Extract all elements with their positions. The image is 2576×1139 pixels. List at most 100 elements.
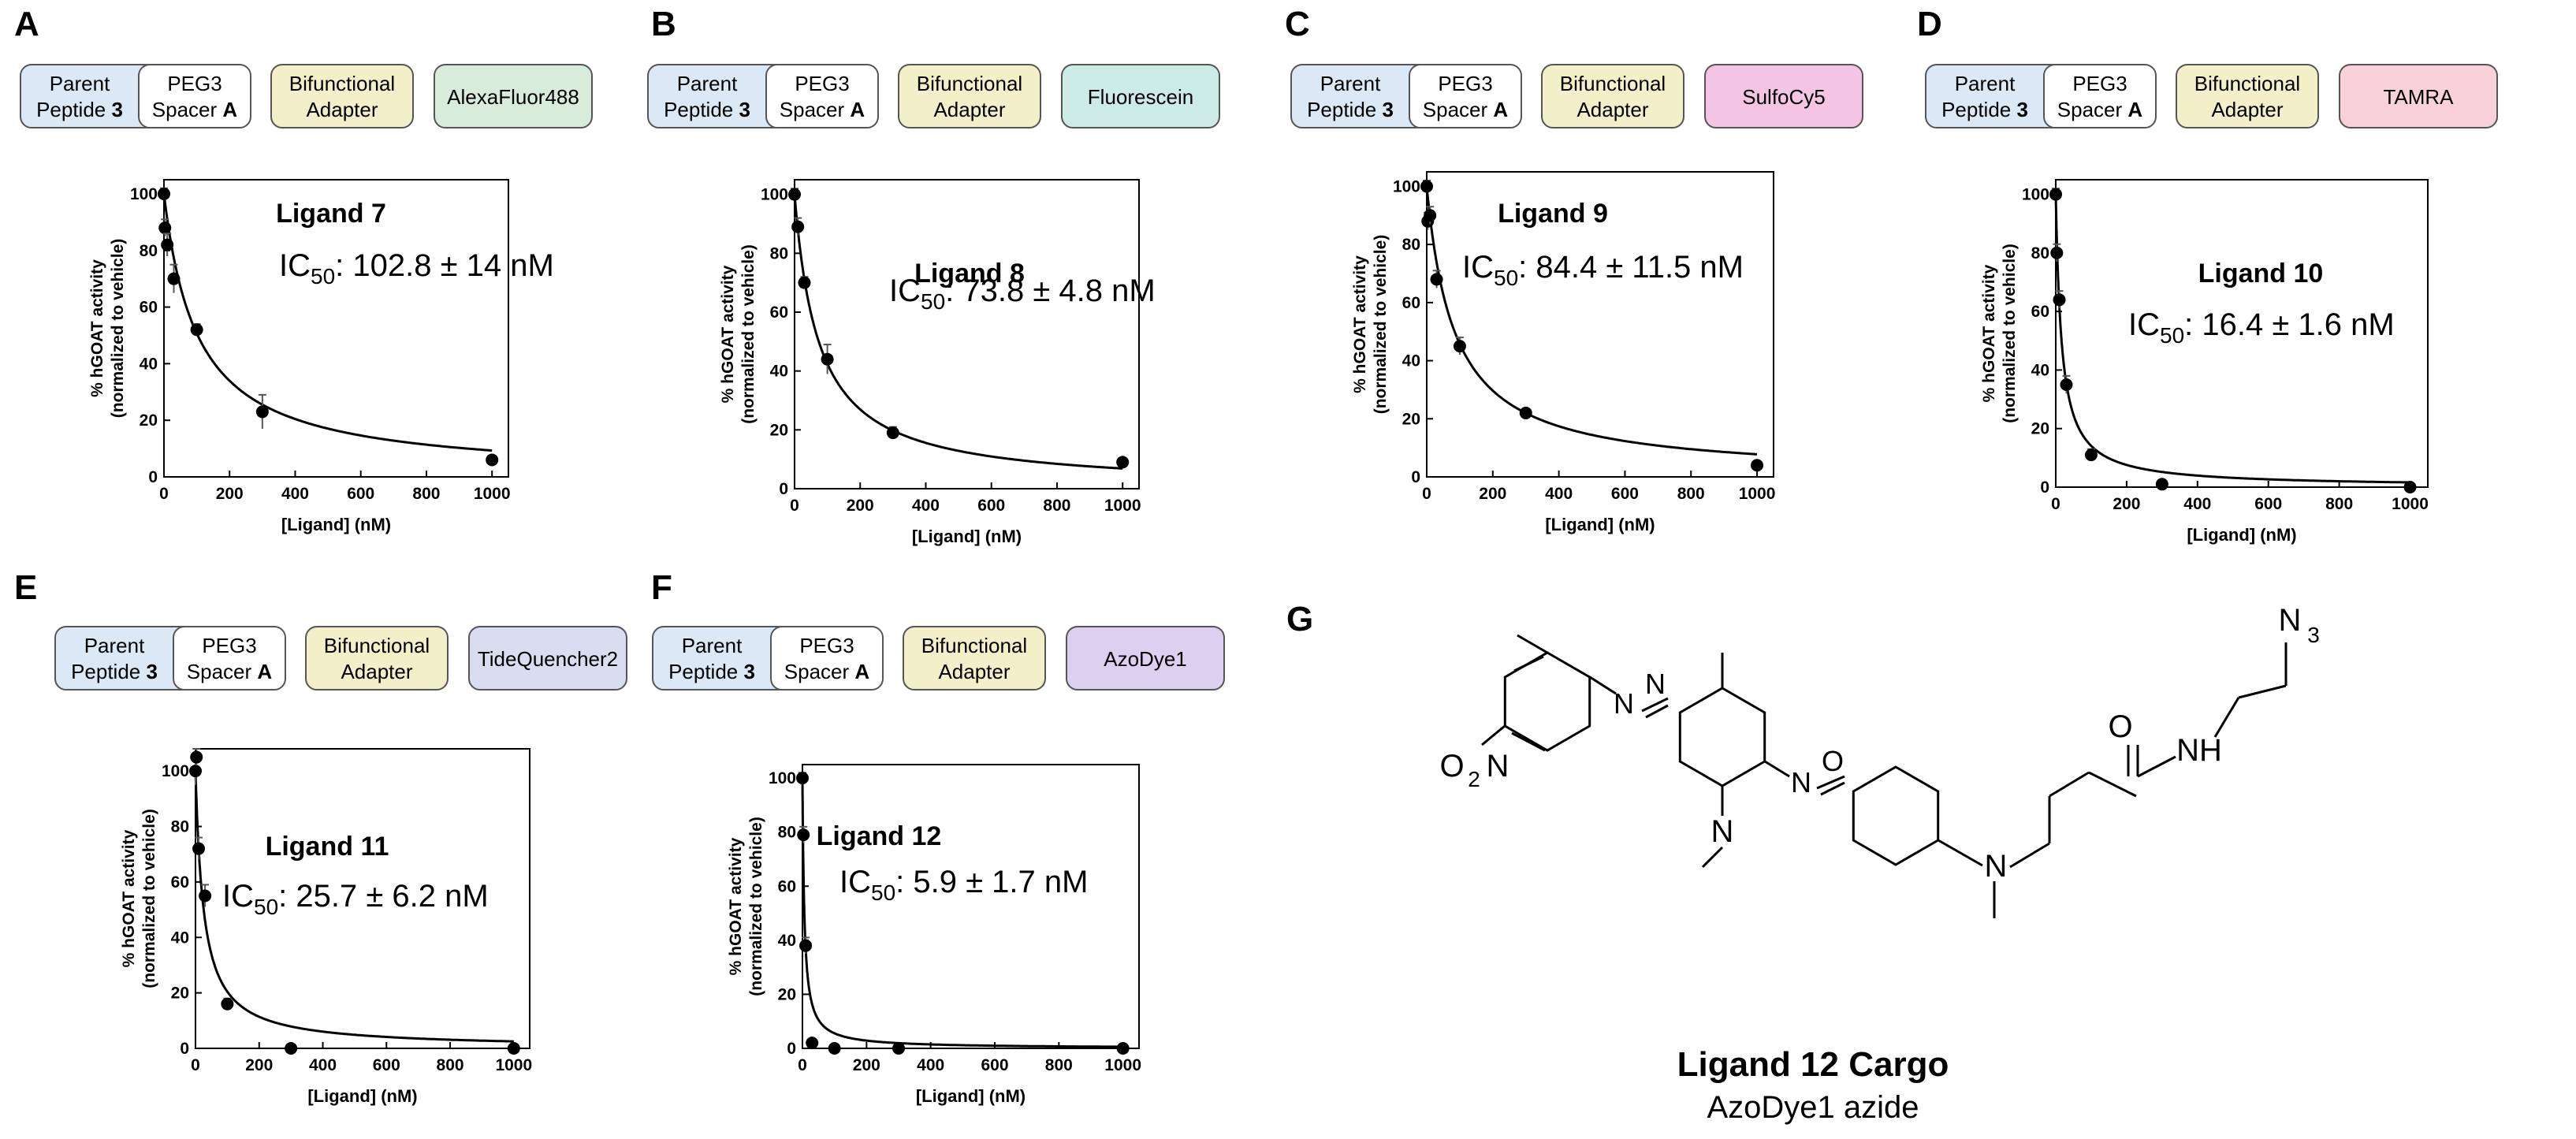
peg-label: PEG3 <box>202 634 256 657</box>
ic50-label: IC50: 16.4 ± 1.6 nM <box>2128 307 2395 348</box>
cargo-label: AzoDye1 <box>1104 647 1187 671</box>
peg-label-2-text: Spacer <box>152 98 223 121</box>
y-tick-label: 80 <box>2031 244 2049 262</box>
fit-curve <box>801 778 1123 1048</box>
adapter-label: Adapter <box>1576 98 1648 121</box>
y-axis-label-2: (normalized to vehicle) <box>140 809 158 988</box>
parent-label-2: Peptide 3 <box>1941 98 2028 121</box>
peg-label: PEG3 <box>1438 72 1492 95</box>
parent-label: Parent <box>50 72 110 95</box>
ic50-value: : 73.8 ± 4.8 nM <box>945 274 1156 308</box>
ic50-prefix: IC <box>889 274 921 308</box>
bifunctional-adapter-box <box>903 626 1046 690</box>
azide-subscript: 3 <box>2307 623 2320 647</box>
ic50-label: IC50: 73.8 ± 4.8 nM <box>889 274 1156 314</box>
parent-label-2-bold: 3 <box>146 660 157 683</box>
ligand-label: Ligand 12 <box>817 821 942 851</box>
azodye1-azide-structure <box>1481 634 2288 918</box>
y-tick-label: 20 <box>140 411 158 430</box>
bifunctional-adapter-box <box>1541 64 1684 128</box>
y-axis-label: % hGOAT activity <box>1351 255 1369 393</box>
y-tick-label: 20 <box>1402 410 1420 428</box>
peg3-spacer-box <box>2043 64 2157 128</box>
ic50-label: IC50: 5.9 ± 1.7 nM <box>839 865 1088 905</box>
y-axis-label-2: (normalized to vehicle) <box>2001 244 2019 423</box>
benzene-ring-1 <box>1503 651 1591 752</box>
x-tick-label: 800 <box>1677 485 1705 503</box>
ligand-label: Ligand 8 <box>914 259 1025 288</box>
x-tick-label: 200 <box>853 1056 880 1074</box>
chart-d: 0 200 400 600 800 1000 0 20 40 60 80 100 [Ligand] (n… <box>1980 179 2429 545</box>
ligand-label: Ligand 9 <box>1498 199 1608 229</box>
y-tick-label: 40 <box>1402 352 1420 370</box>
y-tick-label: 80 <box>171 818 189 836</box>
ic50-prefix: IC <box>2128 307 2160 342</box>
bond <box>2088 771 2137 798</box>
peg-label-2-bold: A <box>222 98 237 121</box>
construct-diagram-c: Parent Peptide 3 PEG3 Spacer A Bifunctional A… <box>1290 64 1863 128</box>
cargo-box <box>1061 64 1220 128</box>
ic50-subscript: 50 <box>254 895 278 919</box>
panel-letter-b: B <box>651 5 676 43</box>
peg3-spacer-box <box>765 64 879 128</box>
bifunctional-adapter-box <box>270 64 414 128</box>
double-bond <box>1513 655 1544 672</box>
data-point <box>285 1042 298 1055</box>
amine-n-label: N <box>1985 849 2008 884</box>
carbonyl-o-label: O <box>2108 709 2132 744</box>
data-point <box>796 772 809 785</box>
data-point <box>167 272 181 285</box>
panel-letter-g: G <box>1286 600 1313 638</box>
ligand-label: Ligand 10 <box>2198 259 2324 288</box>
x-tick-label: 1000 <box>495 1056 532 1074</box>
cargo-label: AlexaFluor488 <box>447 85 579 109</box>
y-tick-label: 0 <box>2040 478 2049 497</box>
bond <box>1816 775 1845 790</box>
bifunctional-label: Bifunctional <box>1560 72 1666 95</box>
y-tick-label: 60 <box>2031 303 2049 321</box>
x-tick-label: 400 <box>1545 485 1573 503</box>
nitro-o-label: O <box>1439 749 1464 784</box>
y-tick-label: 20 <box>171 985 189 1003</box>
azo-n-label: N <box>1614 687 1634 720</box>
parent-label-2-text: Peptide <box>664 98 739 121</box>
x-tick-label: 400 <box>912 497 940 515</box>
data-point <box>806 1037 819 1050</box>
y-axis-label-2: (normalized to vehicle) <box>747 817 765 996</box>
data-point <box>798 276 811 289</box>
ic50-value: : 102.8 ± 14 nM <box>335 248 554 283</box>
x-tick-label: 200 <box>216 485 244 503</box>
x-tick-label: 1000 <box>1104 1056 1141 1074</box>
ic50-value: : 84.4 ± 11.5 nM <box>1518 250 1744 285</box>
y-tick-label: 0 <box>180 1040 189 1058</box>
data-point <box>1424 209 1437 222</box>
data-point <box>190 750 203 764</box>
peg-label-2-text: Spacer <box>2057 98 2128 121</box>
construct-diagram-a: Parent Peptide 3 PEG3 Spacer A Bifunctional A… <box>20 64 593 128</box>
bifunctional-label: Bifunctional <box>921 634 1027 657</box>
y-axis-label-2: (normalized to vehicle) <box>1372 235 1390 415</box>
y-tick-label: 60 <box>1402 294 1420 312</box>
fit-curve <box>793 194 1123 470</box>
x-tick-label: 200 <box>2113 495 2140 513</box>
adapter-label: Adapter <box>938 660 1010 683</box>
y-tick-label: 40 <box>770 363 788 381</box>
fit-curve <box>194 771 514 1043</box>
parent-label-2-text: Peptide <box>36 98 111 121</box>
peg-label-2: Spacer A <box>152 98 238 121</box>
peg-label-2-bold: A <box>854 660 869 683</box>
plot-frame <box>163 179 509 478</box>
nitro-bond <box>1481 724 1506 746</box>
panel-letter-a: A <box>14 5 39 43</box>
ligand-label: Ligand 7 <box>276 199 386 229</box>
y-axis-label-2: (normalized to vehicle) <box>109 239 127 419</box>
x-tick-label: 600 <box>977 497 1005 515</box>
data-point <box>1116 1042 1130 1055</box>
x-tick-label: 1000 <box>1739 485 1776 503</box>
data-point <box>892 1042 905 1055</box>
cargo-box <box>2339 64 2498 128</box>
ic50-subscript: 50 <box>2160 323 2184 348</box>
nitro-subscript: 2 <box>1468 767 1480 791</box>
amide-bond <box>2137 755 2176 778</box>
x-tick-label: 400 <box>917 1056 944 1074</box>
